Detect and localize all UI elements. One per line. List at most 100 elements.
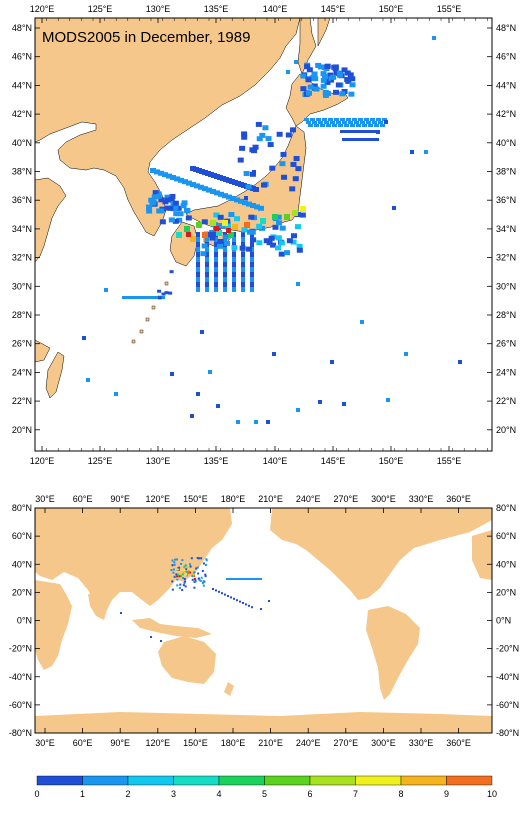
observation-cell — [279, 225, 286, 231]
lat-label-right: -80°N — [496, 728, 519, 738]
observation-cell — [241, 134, 248, 140]
observation-cell — [364, 130, 369, 133]
observation-cell — [168, 196, 175, 202]
observation-cell — [242, 200, 248, 206]
observation-cell — [200, 576, 203, 579]
observation-cell — [202, 584, 205, 587]
observation-cell — [179, 583, 182, 586]
observation-cell — [252, 170, 256, 174]
observation-cell — [150, 636, 152, 638]
observation-cell — [205, 558, 208, 561]
observation-cell — [330, 360, 334, 364]
observation-cell — [146, 296, 150, 299]
observation-cell — [104, 288, 108, 292]
observation-cell — [181, 200, 188, 206]
antarctica-landmass — [35, 712, 492, 733]
lat-label-left: 22°N — [12, 396, 32, 406]
observation-cell — [201, 569, 204, 572]
observation-cell — [279, 161, 286, 167]
lon-label-bottom: 30°E — [35, 738, 55, 748]
observation-cell — [275, 214, 282, 220]
observation-cell — [260, 608, 262, 610]
colorbar-segment — [264, 775, 311, 786]
observation-cell — [223, 257, 227, 262]
observation-cell — [196, 392, 200, 396]
observation-cell — [300, 206, 306, 212]
observation-cell — [269, 165, 276, 171]
observation-cell — [232, 267, 236, 272]
observation-cell — [209, 235, 216, 241]
observation-cell — [349, 76, 356, 82]
observation-cell — [320, 77, 327, 83]
observation-cell — [333, 89, 340, 95]
observation-cell — [265, 136, 272, 142]
observation-cell — [280, 151, 287, 157]
observation-cell — [223, 247, 227, 252]
observation-cell — [326, 124, 331, 127]
observation-cell — [250, 272, 254, 277]
observation-cell — [231, 245, 238, 251]
observation-cell — [250, 277, 254, 282]
lat-label-left: 44°N — [12, 80, 32, 90]
observation-cell — [189, 563, 192, 566]
lat-label-left: 34°N — [12, 224, 32, 234]
observation-cell — [200, 557, 203, 560]
observation-cell — [356, 130, 361, 133]
colorbar-segment — [127, 775, 174, 786]
observation-cell — [339, 91, 346, 97]
lon-label-bottom: 155°E — [437, 456, 462, 466]
observation-cell — [237, 157, 244, 163]
observation-cell — [241, 242, 245, 247]
observation-cell — [183, 566, 186, 569]
observation-cell — [238, 198, 244, 204]
australia-landmass — [158, 636, 216, 684]
lat-label-left: 38°N — [12, 167, 32, 177]
observation-cell — [251, 606, 253, 609]
observation-cell — [362, 138, 367, 141]
observation-cell — [360, 130, 365, 133]
observation-cell — [202, 580, 205, 583]
observation-cell — [154, 169, 160, 175]
lat-label-left: 26°N — [12, 339, 32, 349]
lat-label-left: 30°N — [12, 281, 32, 291]
observation-cell — [256, 578, 258, 580]
observation-cell — [200, 251, 207, 257]
observation-cell — [194, 580, 197, 583]
observation-cell — [223, 252, 227, 257]
observation-cell — [232, 277, 236, 282]
lon-label-bottom: 360°E — [446, 738, 471, 748]
observation-cell — [196, 242, 200, 247]
observation-cell — [226, 194, 232, 200]
observation-cell — [230, 578, 232, 580]
observation-cell — [241, 131, 248, 137]
observation-cell — [214, 252, 218, 257]
global-map-land — [35, 508, 492, 733]
observation-cell — [202, 232, 208, 238]
observation-cell — [250, 578, 252, 580]
observation-cell — [196, 282, 200, 287]
observation-cell — [233, 216, 240, 222]
observation-cell — [205, 267, 209, 272]
observation-cell — [312, 121, 317, 124]
observation-cell — [228, 212, 235, 218]
observation-cell — [114, 392, 118, 396]
colorbar-tick-label: 0 — [34, 789, 39, 799]
lon-label-top: 145°E — [321, 4, 346, 14]
colorbar-tick-label: 2 — [125, 789, 130, 799]
observation-cell — [182, 179, 188, 185]
observation-cell — [214, 242, 218, 247]
observation-cell — [195, 567, 198, 570]
observation-cell — [236, 420, 240, 424]
observation-cell — [374, 138, 379, 141]
observation-cell — [140, 296, 144, 299]
observation-cell — [146, 208, 153, 214]
observation-cell — [328, 77, 335, 83]
observation-cell — [214, 237, 218, 242]
observation-cell — [216, 230, 222, 236]
south-america-landmass — [366, 606, 420, 700]
observation-cell — [292, 176, 299, 182]
observation-cell — [213, 212, 220, 218]
observation-cell — [244, 196, 248, 200]
colorbar-segment — [309, 775, 356, 786]
observation-cell — [241, 252, 245, 257]
